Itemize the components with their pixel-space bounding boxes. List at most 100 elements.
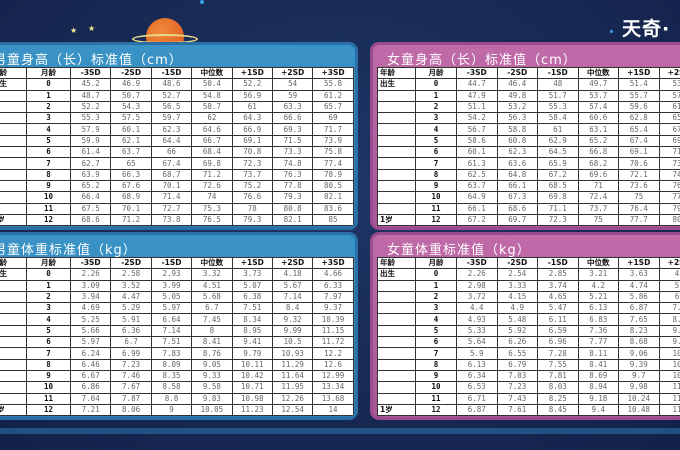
age-cell: 1岁 — [0, 213, 27, 227]
value-cell: 13.68 — [312, 392, 354, 405]
age-cell — [0, 134, 27, 148]
table-row: 761.363.665.968.270.673. — [377, 157, 680, 170]
value-cell: 7.21 — [69, 403, 112, 417]
table-row: 2 52.2 54.3 56.5 58.7 61 63.3 65.7 — [0, 100, 354, 114]
value-cell: 4.51 — [191, 279, 233, 292]
value-cell: 6.96 — [537, 336, 579, 349]
value-cell: 74. — [658, 168, 680, 181]
table-row: 10 6.86 7.67 8.58 9.58 10.71 11.95 13.34 — [0, 381, 354, 394]
age-cell — [377, 202, 416, 215]
value-cell: 66.9 — [231, 123, 273, 136]
table-row: 6 61.4 63.7 66 68.4 70.8 73.3 75.8 — [0, 146, 354, 159]
value-cell: 72.6 — [191, 179, 233, 193]
value-cell: 5.97 — [69, 336, 112, 349]
value-cell: 72.7 — [150, 202, 193, 215]
month-cell: 11 — [26, 202, 71, 215]
value-cell: 4.47 — [110, 290, 152, 304]
value-cell: 10.98 — [231, 392, 273, 405]
value-cell: 9.7 — [618, 369, 660, 383]
value-cell: 11.29 — [271, 358, 314, 371]
value-cell: 5.48 — [496, 313, 538, 326]
table-row: 96.347.037.818.699.710. — [377, 369, 680, 383]
value-cell: 54.2 — [456, 112, 498, 125]
value-cell: 65.2 — [577, 134, 619, 148]
age-cell — [0, 191, 27, 204]
value-cell: 9.39 — [618, 358, 660, 371]
value-cell: 66.8 — [577, 146, 619, 159]
value-cell: 12.99 — [312, 369, 354, 383]
age-cell — [377, 89, 416, 102]
value-cell: 3.72 — [456, 290, 498, 304]
value-cell: 8.5 — [658, 313, 680, 326]
value-cell: 62.5 — [456, 168, 498, 181]
table-row: 4 5.25 5.91 6.64 7.45 8.34 9.32 10.39 — [0, 313, 354, 326]
value-cell: 46.4 — [496, 78, 538, 91]
value-cell: 6.71 — [456, 392, 498, 405]
value-cell: 3.32 — [191, 268, 233, 281]
value-cell: 5.21 — [577, 290, 619, 304]
value-cell: 72.4 — [577, 191, 619, 204]
value-cell: 9.06 — [618, 347, 660, 360]
month-cell: 5 — [415, 134, 457, 148]
value-cell: 6.55 — [496, 347, 538, 360]
month-cell: 5 — [415, 324, 457, 338]
value-cell: 71.4 — [150, 191, 193, 204]
age-cell — [0, 313, 27, 326]
value-cell: 57.5 — [110, 112, 152, 125]
age-cell — [377, 112, 416, 125]
column-header: -3SD — [69, 256, 112, 270]
value-cell: 80.5 — [312, 179, 354, 193]
column-header: -1SD — [150, 256, 193, 270]
value-cell: 51.7 — [537, 89, 579, 102]
value-cell: 69. — [658, 134, 680, 148]
value-cell: 68.6 — [69, 213, 112, 227]
value-cell: 62.3 — [150, 123, 193, 136]
value-cell: 8.34 — [231, 313, 273, 326]
value-cell: 71 — [577, 179, 619, 193]
value-cell: 59 — [271, 89, 314, 102]
column-header: 月龄 — [415, 66, 457, 80]
month-cell: 6 — [415, 146, 457, 159]
table-row: 4 57.9 60.1 62.3 64.6 66.9 69.3 71.7 — [0, 123, 354, 136]
column-header: -3SD — [456, 66, 498, 80]
value-cell: 64.6 — [191, 123, 233, 136]
column-header: -1SD — [150, 66, 193, 80]
value-cell: 62.8 — [618, 112, 660, 125]
age-cell — [0, 112, 27, 125]
value-cell: 63.7 — [110, 146, 152, 159]
month-cell: 1 — [26, 279, 71, 292]
value-cell: 12.54 — [271, 403, 314, 417]
value-cell: 79. — [658, 202, 680, 215]
value-cell: 60.1 — [110, 123, 152, 136]
age-cell — [377, 146, 416, 159]
age-cell — [377, 290, 416, 304]
value-cell: 77.7 — [618, 213, 660, 227]
value-cell: 9.99 — [271, 324, 314, 338]
value-cell: 76.5 — [191, 213, 233, 227]
age-cell — [0, 157, 27, 170]
value-cell: 10.93 — [271, 347, 314, 360]
value-cell: 48 — [537, 78, 579, 91]
star-icon: ★ — [88, 24, 96, 33]
table-row: 3 55.3 57.5 59.7 62 64.3 66.6 69 — [0, 112, 354, 125]
value-cell: 6.36 — [110, 324, 152, 338]
column-header: 中位数 — [577, 256, 619, 270]
month-cell: 12 — [26, 213, 71, 227]
column-header: -1SD — [537, 256, 579, 270]
table-row: 2 3.94 4.47 5.05 5.68 6.38 7.14 7.97 — [0, 290, 354, 304]
value-cell: 82.1 — [271, 213, 314, 227]
value-cell: 63.1 — [577, 123, 619, 136]
value-cell: 67.2 — [537, 168, 579, 181]
value-cell: 71. — [658, 146, 680, 159]
girl-weight-panel: 女童体重标准值（kg） 年龄月龄-3SD-2SD-1SD中位数+1SD+2SD出… — [370, 232, 680, 420]
value-cell: 4.93 — [456, 313, 498, 326]
value-cell: 45.2 — [69, 78, 112, 91]
value-cell: 10. — [658, 358, 680, 371]
column-header: 月龄 — [26, 66, 71, 80]
